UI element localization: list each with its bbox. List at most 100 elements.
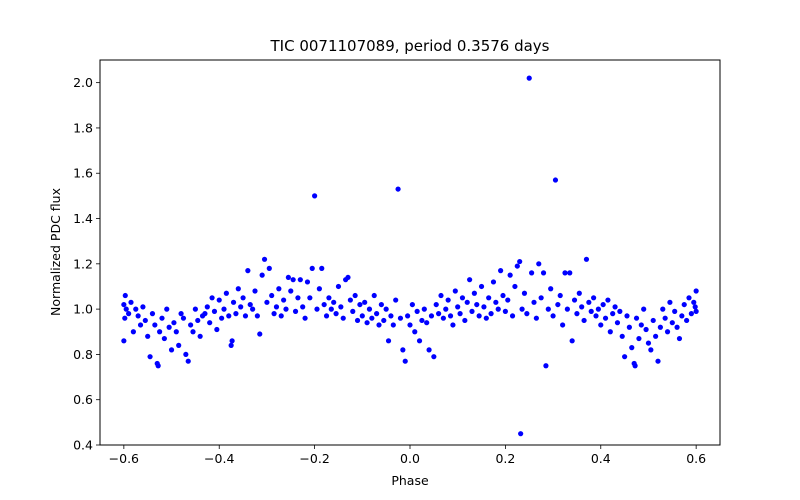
y-tick-label: 1.8 [73,120,93,135]
data-point [407,322,413,328]
y-tick-label: 1.2 [73,256,93,271]
data-point [514,263,520,269]
data-point [252,288,258,294]
data-point [629,345,635,351]
data-point [521,290,528,296]
data-point [509,313,516,319]
data-point [605,297,611,303]
data-point [149,311,156,317]
data-point [526,75,532,81]
data-point [560,322,566,328]
data-point [171,320,177,326]
data-point [214,326,220,333]
y-axis: 0.4 0.6 0.8 1.0 1.2 1.4 1.6 1.8 2.0 [73,75,100,453]
data-point [518,431,524,437]
data-point [462,317,468,324]
data-point [693,288,699,294]
data-point [190,329,196,335]
data-point [288,288,294,294]
data-point [500,292,506,299]
data-point [662,315,668,321]
data-point [354,317,361,324]
data-point [450,322,456,328]
y-tick-label: 2.0 [73,75,93,90]
data-points [121,75,699,437]
data-point [266,265,272,271]
data-point [133,306,139,312]
x-tick-label: −0.6 [109,451,139,466]
data-point [476,313,482,319]
data-point [512,283,518,290]
data-point [335,283,342,290]
data-point [569,338,575,344]
data-point [455,304,461,310]
data-point [333,311,339,317]
data-point [622,354,628,360]
data-point [264,299,270,305]
data-point [390,322,396,328]
data-point [574,311,580,317]
y-tick-label: 1.6 [73,166,93,181]
data-point [426,347,432,353]
data-point [643,326,649,333]
data-point [269,292,275,299]
data-point [378,301,384,308]
data-point [319,265,325,271]
data-point [285,274,291,281]
data-point [653,333,659,339]
data-point [593,313,599,319]
data-point [168,347,175,353]
data-point [122,292,128,299]
data-point [474,301,480,308]
data-point [314,306,320,312]
data-point [638,322,644,328]
data-point [645,340,652,346]
data-point [633,315,640,321]
data-point [405,313,411,319]
data-point [395,186,401,192]
x-tick-label: 0.2 [495,451,515,466]
data-point [669,320,675,326]
data-point [445,297,451,303]
y-tick-label: 0.8 [73,347,93,362]
data-point [483,315,489,321]
data-point [371,292,377,299]
data-point [478,283,485,290]
data-point [493,299,499,305]
data-point [583,256,590,262]
data-point [226,313,232,319]
data-point [614,320,621,326]
data-point [498,268,504,274]
y-tick-label: 0.4 [73,438,93,453]
data-point [531,299,537,305]
data-point [307,295,313,301]
data-point [692,304,698,310]
data-point [238,304,244,310]
data-point [552,177,559,183]
data-point [350,308,356,314]
data-point [612,304,618,310]
data-point [140,304,146,310]
data-point [488,311,494,317]
data-point [632,363,638,369]
data-point [204,304,210,310]
data-point [657,324,663,330]
data-point [352,292,358,299]
data-point [655,358,661,364]
data-point [543,363,549,369]
data-point [412,329,418,335]
data-point [688,311,694,317]
data-point [650,317,656,324]
data-point [271,311,277,317]
data-point [188,322,194,328]
data-point [216,297,222,303]
data-point [602,315,609,321]
data-point [393,297,399,303]
data-point [230,299,237,305]
data-point [571,297,578,303]
data-point [464,299,470,305]
data-point [328,306,334,312]
data-point [338,304,344,310]
